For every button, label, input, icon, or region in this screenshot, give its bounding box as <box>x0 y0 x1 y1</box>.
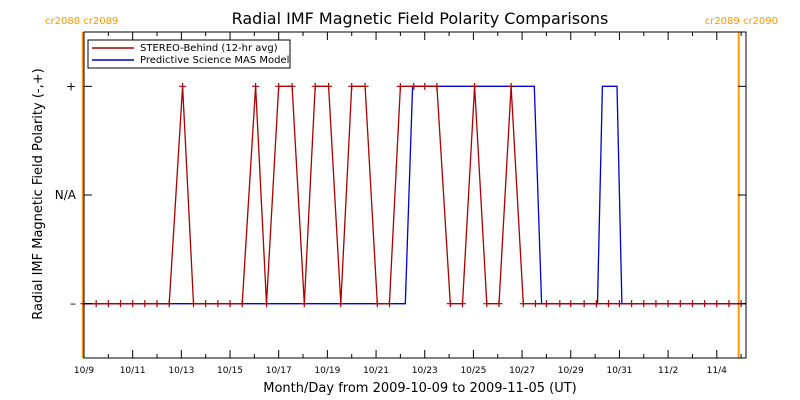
data-point-marker <box>117 300 125 308</box>
x-tick-label: 10/13 <box>168 366 194 376</box>
legend-label-mas: Predictive Science MAS Model <box>140 55 289 66</box>
data-point-marker <box>165 300 173 308</box>
series-line-mas-model <box>84 85 746 305</box>
data-point-marker <box>410 82 418 90</box>
data-point-marker <box>652 300 660 308</box>
data-point-marker <box>433 82 441 90</box>
data-point-marker <box>531 300 539 308</box>
data-point-marker <box>361 82 369 90</box>
x-tick-label: 10/17 <box>266 366 292 376</box>
x-tick-label: 10/23 <box>412 366 438 376</box>
data-point-marker <box>179 82 187 90</box>
data-point-marker <box>141 300 149 308</box>
data-point-marker <box>238 300 246 308</box>
data-point-marker <box>458 300 466 308</box>
x-tick-label: 10/21 <box>363 366 389 376</box>
data-point-marker <box>153 300 161 308</box>
carrington-rotation-lines <box>81 32 740 358</box>
data-point-marker <box>288 82 296 90</box>
x-tick-label: 10/19 <box>314 366 340 376</box>
chart-title: Radial IMF Magnetic Field Polarity Compa… <box>232 9 609 28</box>
data-point-marker <box>471 82 479 90</box>
data-point-marker <box>628 300 636 308</box>
data-point-marker <box>483 300 491 308</box>
data-point-marker <box>604 300 612 308</box>
data-point-marker <box>495 300 503 308</box>
data-point-marker <box>92 300 100 308</box>
data-point-marker <box>615 300 623 308</box>
x-tick-label: 10/15 <box>217 366 243 376</box>
data-point-marker <box>300 300 308 308</box>
data-point-marker <box>202 300 210 308</box>
x-axis-label: Month/Day from 2009-10-09 to 2009-11-05 … <box>263 381 576 396</box>
data-point-marker <box>129 300 137 308</box>
y-tick-label: – <box>70 297 76 311</box>
data-point-marker <box>446 300 454 308</box>
y-tick-label: + <box>66 79 76 93</box>
data-point-marker <box>713 300 721 308</box>
carrington-label-right: cr2089 cr2090 <box>705 16 778 27</box>
marker-layer <box>80 82 745 308</box>
x-tick-label: 10/9 <box>74 366 94 376</box>
legend-label-stereo: STEREO-Behind (12-hr avg) <box>140 43 278 54</box>
data-point-marker <box>580 300 588 308</box>
data-point-marker <box>676 300 684 308</box>
legend-box <box>87 39 291 69</box>
data-point-marker <box>311 82 319 90</box>
data-point-marker <box>421 82 429 90</box>
legend: STEREO-Behind (12-hr avg) Predictive Sci… <box>87 39 291 69</box>
data-point-marker <box>542 300 550 308</box>
x-tick-label: 11/2 <box>658 366 678 376</box>
x-tick-label: 10/11 <box>120 366 146 376</box>
data-point-marker <box>385 300 393 308</box>
x-tick-label: 10/29 <box>558 366 584 376</box>
data-point-marker <box>688 300 696 308</box>
series-layer <box>84 85 746 305</box>
series-line-stereo-behind <box>84 85 742 305</box>
data-point-marker <box>664 300 672 308</box>
x-tick-label: 11/4 <box>707 366 727 376</box>
data-point-marker <box>396 82 404 90</box>
x-tick-label: 10/25 <box>460 366 486 376</box>
data-point-marker <box>214 300 222 308</box>
data-point-marker <box>592 300 600 308</box>
data-point-marker <box>725 300 733 308</box>
carrington-label-left: cr2088 cr2089 <box>45 16 118 27</box>
x-tick-label: 10/31 <box>606 366 632 376</box>
tick-layer: 10/9 10/11 10/13 10/15 10/17 10/19 10/21 10/23 1… <box>55 32 746 376</box>
data-point-marker <box>252 82 260 90</box>
y-axis-label: Radial IMF Magnetic Field Polarity (-,+) <box>31 68 46 319</box>
data-point-marker <box>104 300 112 308</box>
data-point-marker <box>567 300 575 308</box>
data-point-marker <box>373 300 381 308</box>
data-point-marker <box>556 300 564 308</box>
data-point-marker <box>701 300 709 308</box>
data-point-marker <box>190 300 198 308</box>
x-tick-label: 10/27 <box>509 366 535 376</box>
data-point-marker <box>519 300 527 308</box>
data-point-marker <box>325 82 333 90</box>
data-point-marker <box>507 82 515 90</box>
plot-frame <box>83 31 747 359</box>
data-point-marker <box>640 300 648 308</box>
data-point-marker <box>263 300 271 308</box>
data-point-marker <box>337 300 345 308</box>
data-point-marker <box>226 300 234 308</box>
data-point-marker <box>275 82 283 90</box>
data-point-marker <box>348 82 356 90</box>
y-tick-label: N/A <box>55 188 77 202</box>
